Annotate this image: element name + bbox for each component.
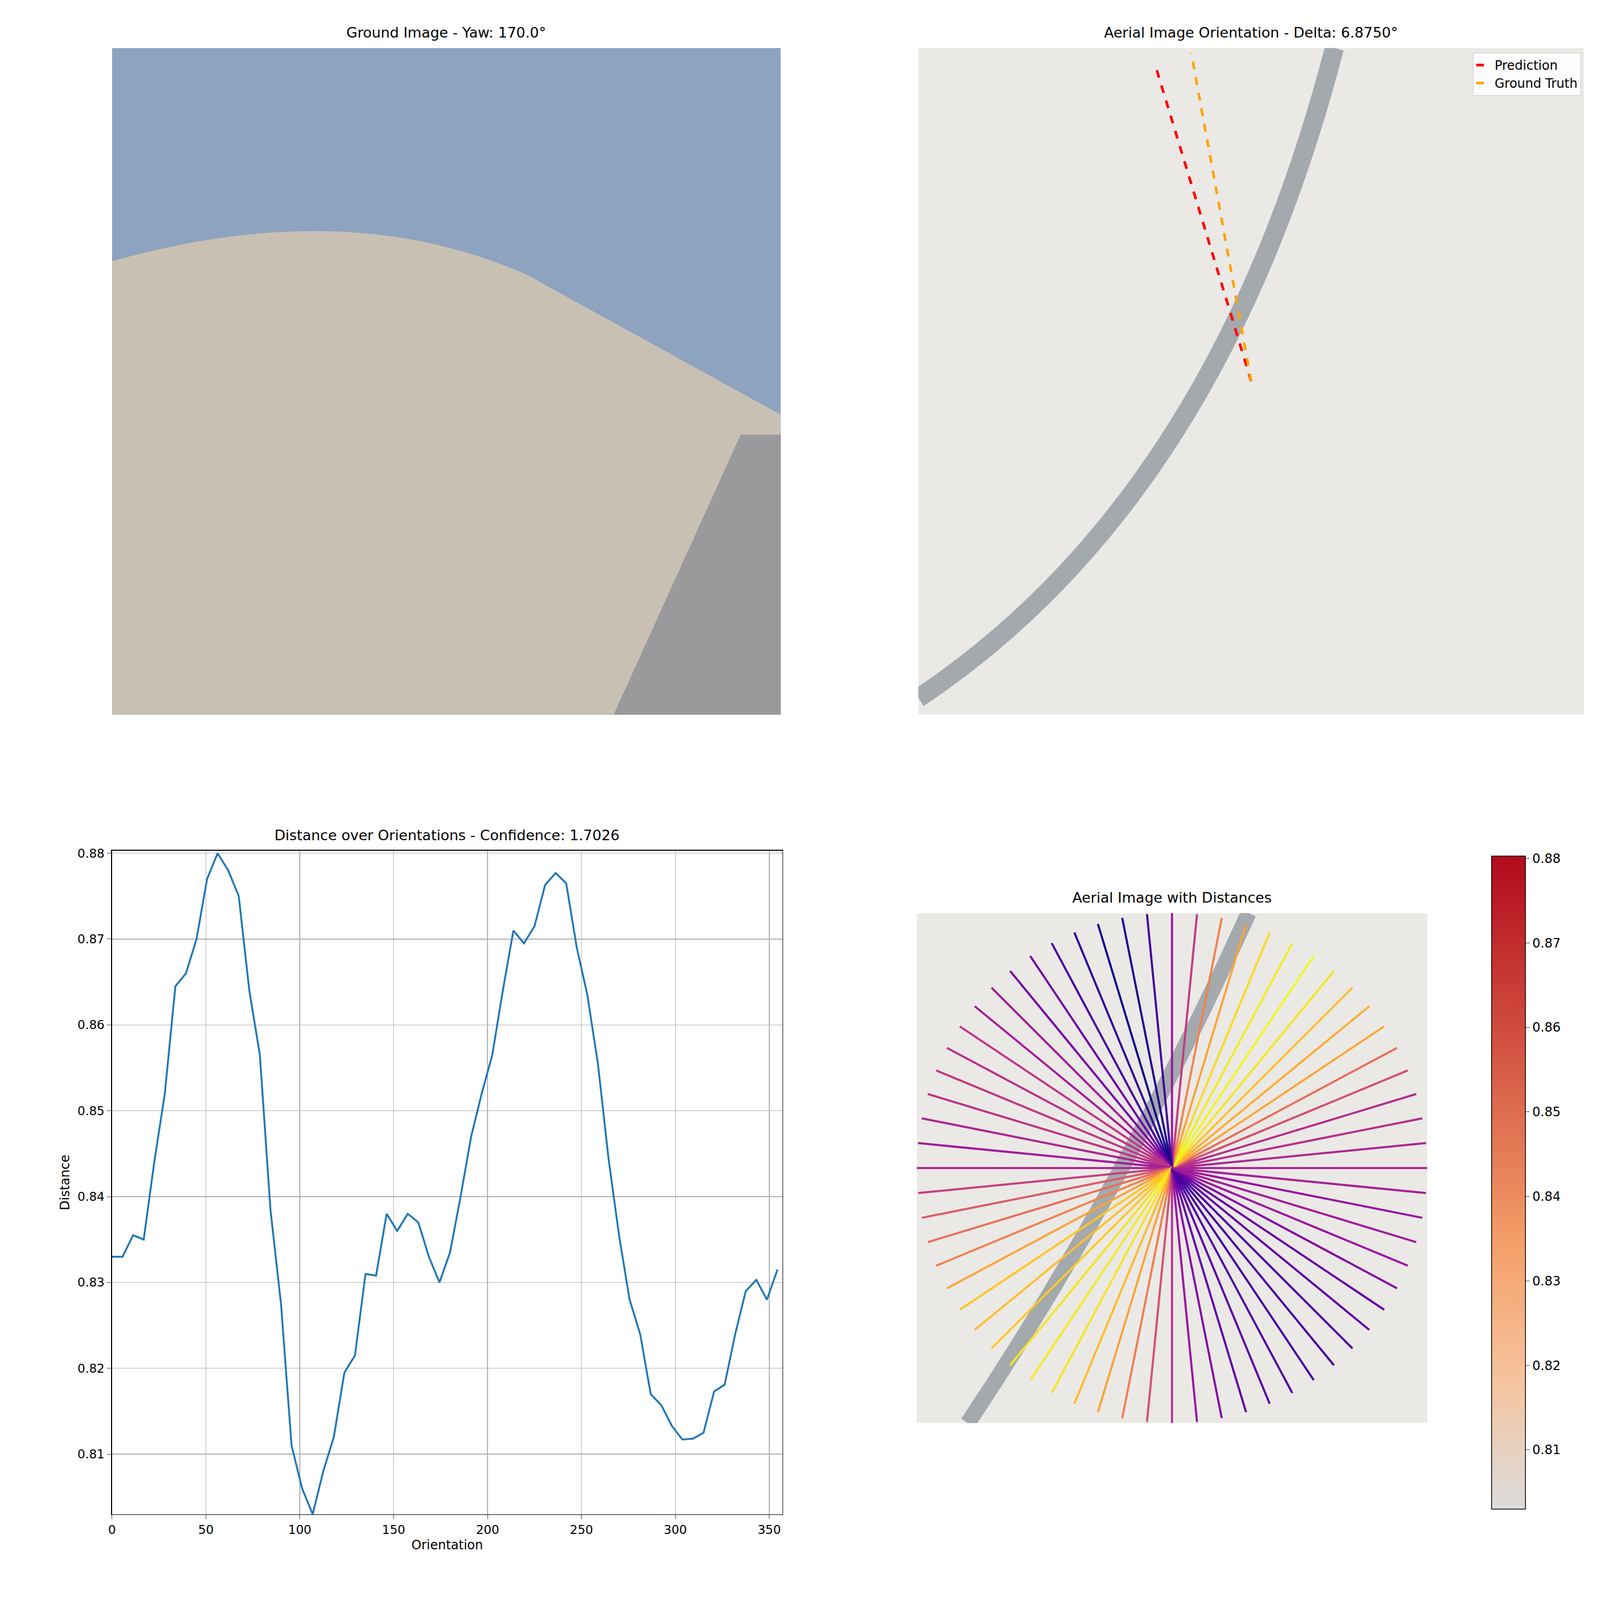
svg-text:Ground Truth: Ground Truth [1494, 76, 1578, 91]
svg-text:Orientation: Orientation [411, 1537, 484, 1553]
svg-text:350: 350 [757, 1522, 781, 1537]
svg-text:0.88: 0.88 [1532, 851, 1561, 867]
svg-text:0.81: 0.81 [77, 1447, 105, 1461]
svg-text:Distance over Orientations - C: Distance over Orientations - Confidence:… [274, 826, 620, 844]
svg-text:Ground Image - Yaw: 170.0°: Ground Image - Yaw: 170.0° [346, 24, 547, 41]
svg-text:0.87: 0.87 [1532, 935, 1561, 951]
svg-text:0.81: 0.81 [1532, 1442, 1561, 1458]
svg-text:0.83: 0.83 [77, 1275, 105, 1290]
svg-text:0.85: 0.85 [1532, 1104, 1561, 1120]
svg-text:0.87: 0.87 [77, 932, 105, 946]
svg-text:Prediction: Prediction [1494, 58, 1558, 73]
svg-text:50: 50 [198, 1522, 214, 1537]
svg-text:Distance: Distance [57, 1154, 73, 1211]
svg-text:0.83: 0.83 [1532, 1273, 1561, 1289]
svg-text:0.86: 0.86 [1532, 1019, 1561, 1035]
svg-text:0.85: 0.85 [77, 1104, 105, 1118]
svg-text:0.86: 0.86 [77, 1017, 105, 1032]
svg-text:0.82: 0.82 [1532, 1358, 1561, 1374]
svg-text:0: 0 [107, 1522, 116, 1537]
svg-text:200: 200 [475, 1522, 500, 1537]
svg-text:Aerial Image Orientation - Del: Aerial Image Orientation - Delta: 6.8750… [1104, 24, 1399, 41]
svg-text:300: 300 [663, 1522, 687, 1537]
svg-text:0.84: 0.84 [1532, 1189, 1561, 1204]
svg-text:0.84: 0.84 [77, 1189, 105, 1204]
svg-text:250: 250 [569, 1522, 594, 1537]
svg-text:0.88: 0.88 [77, 846, 105, 861]
svg-text:0.82: 0.82 [77, 1361, 105, 1376]
svg-text:Aerial Image with Distances: Aerial Image with Distances [1072, 889, 1272, 906]
svg-text:100: 100 [288, 1522, 312, 1537]
svg-text:150: 150 [382, 1522, 406, 1537]
